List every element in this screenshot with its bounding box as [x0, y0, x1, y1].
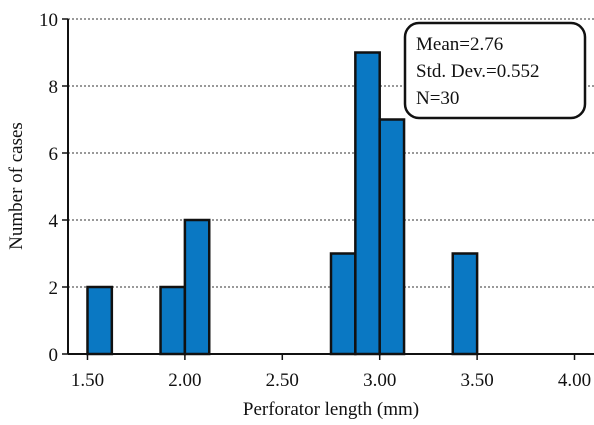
x-tick-label-3.50: 3.50 [460, 370, 493, 391]
bar-4 [354, 51, 381, 356]
x-tick-label-2.00: 2.00 [168, 370, 201, 391]
bar-5 [378, 118, 406, 356]
bar-3 [329, 252, 357, 356]
stats-box: Mean=2.76 Std. Dev.=0.552 N=30 [403, 21, 587, 120]
bar-0 [86, 285, 114, 356]
x-tick-label-3.00: 3.00 [363, 370, 396, 391]
bar-1 [159, 285, 187, 356]
stats-std-dev: Std. Dev.=0.552 [416, 61, 539, 82]
axes [62, 18, 594, 360]
y-tick-label-6: 6 [49, 144, 59, 165]
bar-6 [451, 252, 479, 356]
x-axis-label: Perforator length (mm) [243, 399, 419, 420]
bars [86, 51, 479, 356]
stats-mean: Mean=2.76 [416, 34, 503, 55]
x-tick-label-2.50: 2.50 [266, 370, 299, 391]
x-tick-label-4.00: 4.00 [558, 370, 591, 391]
y-tick-label-4: 4 [49, 211, 59, 232]
x-tick-label-1.50: 1.50 [71, 370, 104, 391]
y-tick-label-0: 0 [49, 345, 59, 366]
bar-2 [183, 218, 211, 356]
y-tick-label-8: 8 [49, 77, 59, 98]
y-tick-label-2: 2 [49, 278, 59, 299]
stats-box-frame [403, 21, 587, 120]
tick-labels: 0 2 4 6 8 10 1.50 2.00 2.50 3.00 3.50 4.00 [39, 10, 591, 391]
y-tick-label-10: 10 [39, 10, 58, 31]
y-axis-label: Number of cases [6, 122, 27, 250]
stats-n: N=30 [416, 88, 459, 109]
